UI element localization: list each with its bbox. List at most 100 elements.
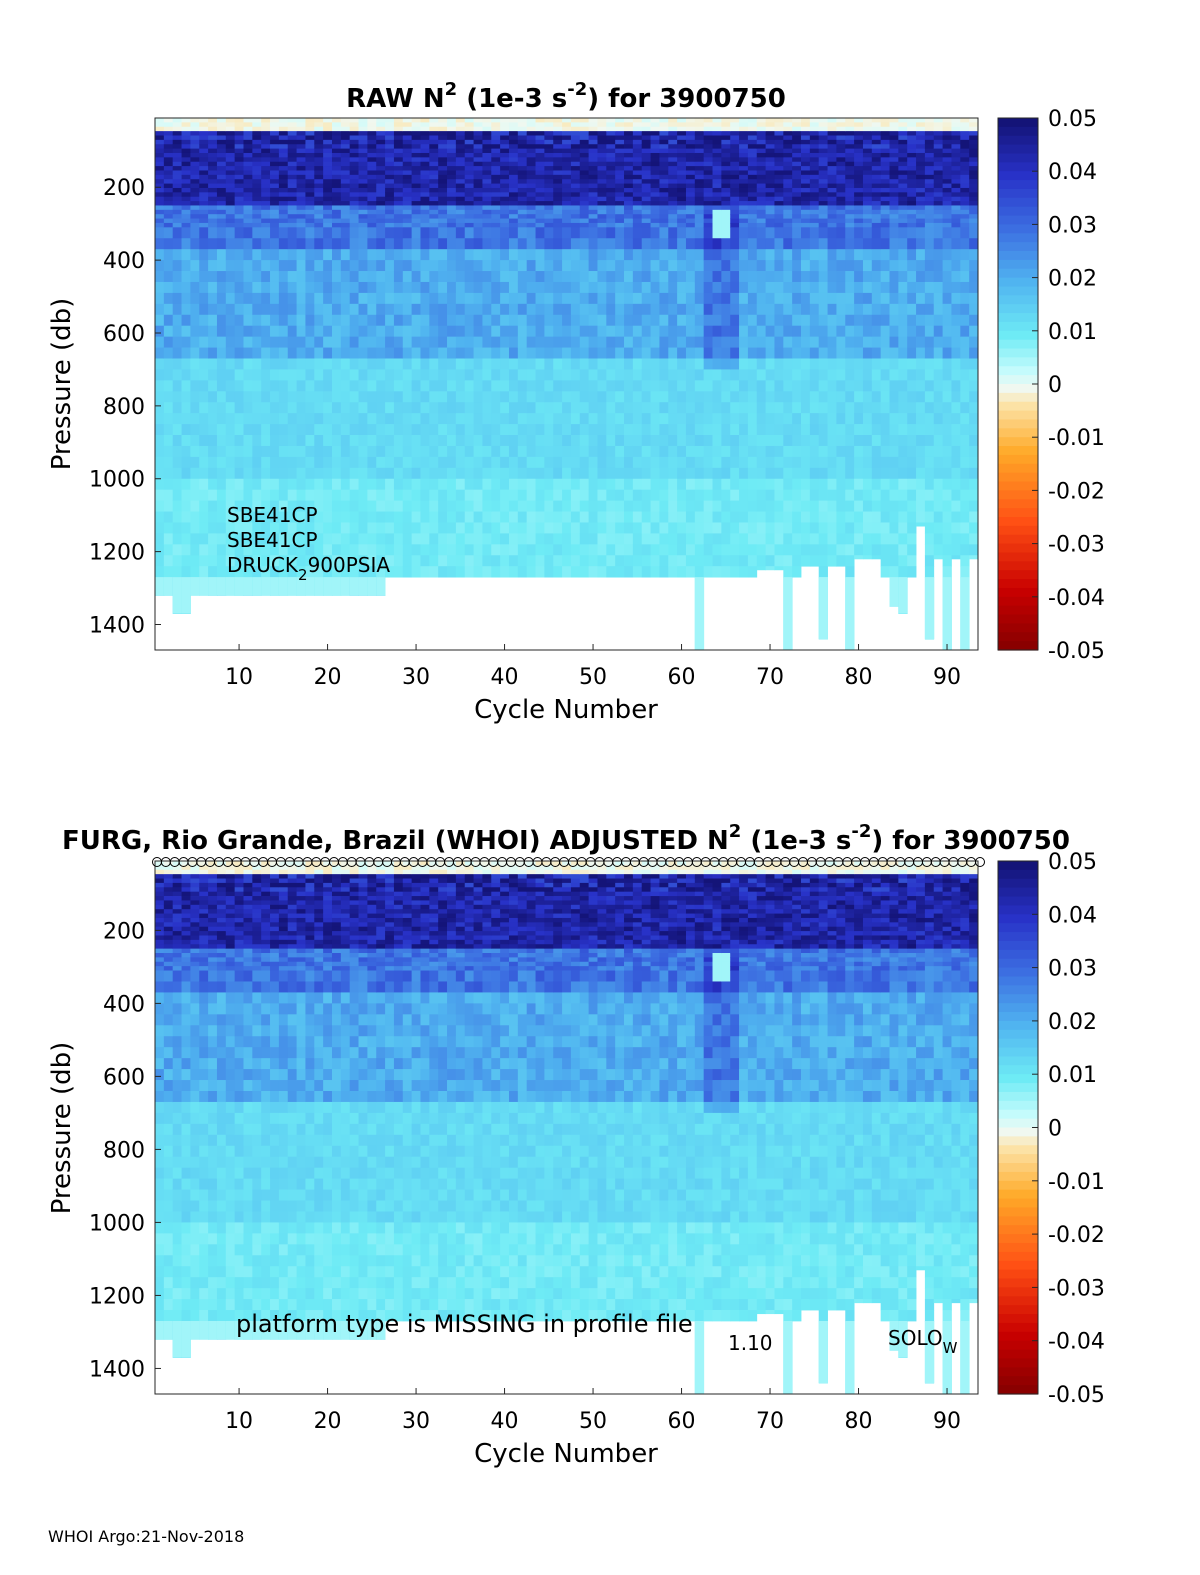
heatmap-cell xyxy=(172,292,182,305)
heatmap-cell xyxy=(871,218,882,224)
heatmap-cell xyxy=(818,555,828,567)
heatmap-cell xyxy=(712,391,722,403)
heatmap-cell xyxy=(278,131,289,136)
heatmap-cell xyxy=(243,201,253,206)
heatmap-cell xyxy=(243,358,253,370)
heatmap-cell xyxy=(473,544,483,556)
heatmap-cell xyxy=(420,369,430,381)
heatmap-cell xyxy=(862,402,873,414)
heatmap-cell xyxy=(871,222,882,228)
heatmap-cell xyxy=(243,152,253,158)
heatmap-cell xyxy=(685,467,696,480)
heatmap-cell xyxy=(393,380,404,392)
heatmap-cell xyxy=(491,391,501,403)
heatmap-cell xyxy=(278,201,289,206)
heatmap-cell xyxy=(234,358,244,370)
heatmap-cell xyxy=(916,183,926,189)
heatmap-cell xyxy=(155,380,165,392)
heatmap-cell xyxy=(862,445,873,458)
heatmap-cell xyxy=(208,566,218,578)
heatmap-cell xyxy=(331,325,342,338)
heatmap-cell xyxy=(261,314,271,327)
heatmap-cell xyxy=(420,170,430,176)
heatmap-cell xyxy=(553,303,563,316)
heatmap-cell xyxy=(234,201,244,206)
heatmap-cell xyxy=(606,380,616,392)
heatmap-cell xyxy=(774,205,784,211)
heatmap-cell xyxy=(632,522,643,534)
heatmap-cell xyxy=(508,196,519,202)
heatmap-cell xyxy=(482,227,492,239)
heatmap-cell xyxy=(172,380,182,392)
heatmap-cell xyxy=(615,271,625,283)
heatmap-cell xyxy=(535,161,545,167)
heatmap-cell xyxy=(721,522,731,534)
heatmap-cell xyxy=(624,424,634,436)
heatmap-cell xyxy=(500,152,510,158)
heatmap-cell xyxy=(783,358,793,370)
heatmap-cell xyxy=(845,218,855,224)
heatmap-cell xyxy=(685,260,696,272)
heatmap-cell xyxy=(721,238,731,250)
heatmap-cell xyxy=(570,380,581,392)
heatmap-cell xyxy=(243,292,253,305)
heatmap-cell xyxy=(163,336,174,348)
heatmap-cell xyxy=(854,391,864,403)
heatmap-cell xyxy=(889,205,899,211)
heatmap-cell xyxy=(464,174,474,180)
heatmap-cell xyxy=(889,325,899,338)
heatmap-cell xyxy=(270,126,280,132)
heatmap-cell xyxy=(792,222,802,228)
heatmap-cell xyxy=(588,179,598,184)
heatmap-cell xyxy=(685,192,696,198)
heatmap-cell xyxy=(243,413,253,425)
heatmap-cell xyxy=(544,214,554,219)
heatmap-cell xyxy=(685,435,696,447)
heatmap-cell xyxy=(438,139,448,145)
heatmap-cell xyxy=(234,157,244,163)
heatmap-cell xyxy=(296,555,306,567)
heatmap-cell xyxy=(836,314,846,327)
heatmap-cell xyxy=(579,161,590,167)
heatmap-cell xyxy=(685,522,696,534)
heatmap-cell xyxy=(553,358,563,370)
heatmap-cell xyxy=(535,303,545,316)
heatmap-cell xyxy=(730,533,740,545)
heatmap-cell xyxy=(526,533,536,545)
heatmap-cell xyxy=(385,118,395,123)
heatmap-cell xyxy=(694,201,705,206)
heatmap-cell xyxy=(208,522,218,534)
heatmap-cell xyxy=(500,478,510,491)
heatmap-cell xyxy=(668,380,678,392)
heatmap-cell xyxy=(862,260,873,272)
heatmap-cell xyxy=(393,511,404,523)
heatmap-cell xyxy=(482,456,492,469)
heatmap-cell xyxy=(270,152,280,158)
heatmap-cell xyxy=(464,325,474,338)
heatmap-cell xyxy=(739,380,749,392)
heatmap-cell xyxy=(756,511,767,523)
heatmap-cell xyxy=(429,413,439,425)
heatmap-cell xyxy=(358,218,368,224)
heatmap-cell xyxy=(747,358,758,370)
heatmap-cell xyxy=(624,183,634,189)
heatmap-cell xyxy=(163,303,174,316)
heatmap-cell xyxy=(880,358,890,370)
heatmap-cell xyxy=(190,500,200,512)
heatmap-cell xyxy=(500,227,510,239)
heatmap-cell xyxy=(544,303,554,316)
heatmap-cell xyxy=(916,170,926,176)
heatmap-cell xyxy=(252,179,262,184)
heatmap-cell xyxy=(544,358,554,370)
heatmap-cell xyxy=(916,314,926,327)
heatmap-cell xyxy=(447,218,457,224)
heatmap-cell xyxy=(606,135,616,141)
heatmap-cell xyxy=(792,131,802,136)
heatmap-cell xyxy=(181,174,191,180)
heatmap-cell xyxy=(500,281,510,294)
heatmap-cell xyxy=(624,391,634,403)
heatmap-cell xyxy=(694,577,705,650)
heatmap-cell xyxy=(862,209,873,215)
heatmap-cell xyxy=(243,566,253,578)
heatmap-cell xyxy=(447,179,457,184)
